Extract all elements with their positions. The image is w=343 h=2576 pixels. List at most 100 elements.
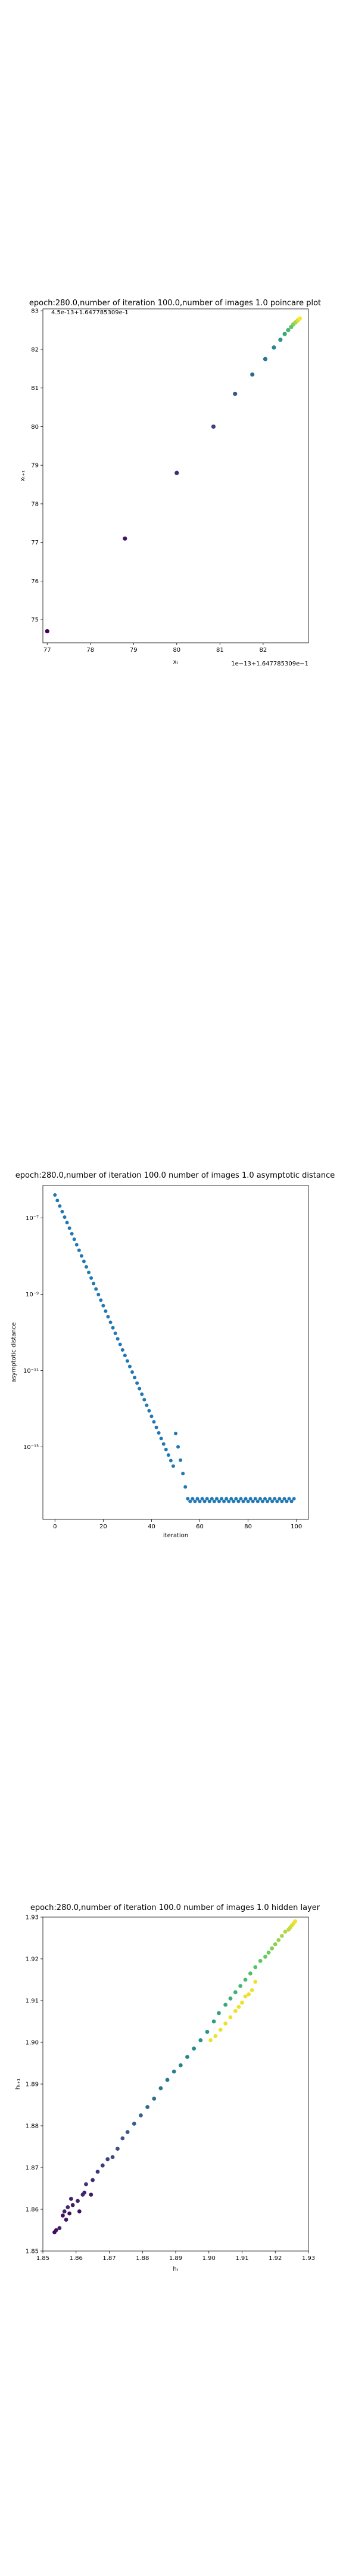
data-point [120, 2136, 125, 2141]
data-point [222, 1499, 226, 1503]
data-point [77, 1248, 81, 1252]
data-point [270, 1946, 275, 1950]
poincare-plot-chart: epoch:280.0,number of iteration 100.0,nu… [20, 299, 321, 667]
data-point [243, 1994, 248, 1999]
x-tick-label: 100 [291, 1524, 302, 1530]
data-point [87, 1270, 91, 1274]
data-point [149, 1414, 154, 1419]
y-tick-label: 1.85 [26, 2249, 39, 2255]
data-point [217, 2011, 221, 2015]
data-point [292, 1497, 296, 1501]
data-point [157, 1431, 161, 1435]
data-point [195, 1497, 199, 1501]
y-tick-label: 10⁻¹¹ [23, 1368, 39, 1374]
y-tick-label: 10⁻⁹ [26, 1292, 39, 1298]
data-point [123, 536, 127, 541]
data-point [166, 1453, 170, 1457]
poincare-plot-ylabel: xₜ₊₁ [20, 470, 26, 481]
data-point [172, 2069, 176, 2074]
y-tick-label: 10⁻¹³ [23, 1444, 39, 1451]
data-point [211, 2019, 216, 2024]
data-point [273, 1942, 277, 1946]
y-tick-label: 82 [31, 346, 39, 353]
data-point [145, 2105, 150, 2109]
data-point [253, 1965, 258, 1970]
poincare-plot-points [45, 316, 303, 634]
data-point [179, 1458, 183, 1462]
data-point [84, 1265, 88, 1269]
data-point [223, 2002, 228, 2007]
data-point [58, 1204, 62, 1208]
asymptotic-distance-title: epoch:280.0,number of iteration 100.0 nu… [15, 1171, 335, 1180]
asymptotic-distance-frame [42, 1185, 309, 1520]
data-point [202, 1499, 207, 1503]
data-point [139, 2113, 143, 2117]
data-point [79, 1254, 83, 1258]
data-point [66, 2205, 70, 2209]
y-tick-label: 1.88 [26, 2123, 39, 2130]
data-point [218, 2027, 223, 2032]
data-point [272, 345, 276, 350]
data-point [255, 1499, 260, 1503]
data-point [276, 1938, 281, 1942]
data-point [125, 2130, 130, 2134]
data-point [140, 1392, 144, 1397]
data-point [118, 1342, 122, 1346]
data-point [84, 2182, 88, 2187]
data-point [53, 1193, 57, 1197]
hidden-layer-chart: epoch:280.0,number of iteration 100.0 nu… [15, 1903, 320, 2272]
data-point [266, 1950, 271, 1955]
data-point [193, 1499, 197, 1503]
data-point [243, 1977, 248, 1982]
data-point [154, 1425, 158, 1429]
data-point [285, 1499, 289, 1503]
data-point [101, 1304, 105, 1308]
hidden-layer-ylabel: hₜ₊₁ [15, 2079, 21, 2090]
data-point [158, 2086, 163, 2091]
data-point [236, 2005, 241, 2009]
poincare-plot-xlabel: xₜ [173, 659, 179, 665]
data-point [60, 1209, 64, 1213]
data-point [236, 1499, 241, 1503]
data-point [70, 1231, 74, 1236]
data-point [45, 628, 49, 634]
data-point [246, 1499, 250, 1503]
data-point [253, 1497, 257, 1501]
data-point [138, 1386, 142, 1391]
x-tick-label: 1.92 [269, 2255, 282, 2262]
data-point [94, 1287, 98, 1291]
data-point [105, 2157, 110, 2162]
data-point [220, 1497, 224, 1501]
x-tick-label: 78 [86, 647, 94, 654]
data-point [74, 1243, 79, 1247]
hidden-layer-title: epoch:280.0,number of iteration 100.0 nu… [30, 1903, 320, 1912]
data-point [286, 328, 291, 333]
data-point [92, 1281, 96, 1286]
data-point [161, 1442, 166, 1446]
data-point [57, 2226, 62, 2230]
data-point [82, 2190, 87, 2195]
data-point [223, 2021, 228, 2026]
y-tick-label: 1.86 [26, 2207, 39, 2213]
data-point [77, 2209, 82, 2213]
data-point [277, 1497, 282, 1501]
data-point [113, 1332, 117, 1335]
x-tick-label: 0 [53, 1524, 57, 1530]
data-point [280, 1934, 284, 1938]
data-point [96, 1293, 101, 1297]
data-point [165, 2077, 170, 2082]
data-point [186, 1497, 190, 1501]
data-point [248, 1497, 252, 1501]
x-tick-label: 80 [173, 647, 180, 654]
data-point [76, 2199, 80, 2203]
data-point [110, 2155, 115, 2159]
y-tick-label: 1.91 [26, 1998, 39, 2005]
data-point [67, 2211, 71, 2216]
poincare-plot-title: epoch:280.0,number of iteration 100.0,nu… [29, 299, 321, 308]
data-point [212, 1499, 216, 1503]
asymptotic-distance-xlabel: iteration [163, 1532, 188, 1539]
y-tick-label: 1.89 [26, 2082, 39, 2088]
data-point [61, 2213, 65, 2218]
x-tick-label: 1.88 [136, 2255, 149, 2262]
data-point [68, 2197, 73, 2201]
